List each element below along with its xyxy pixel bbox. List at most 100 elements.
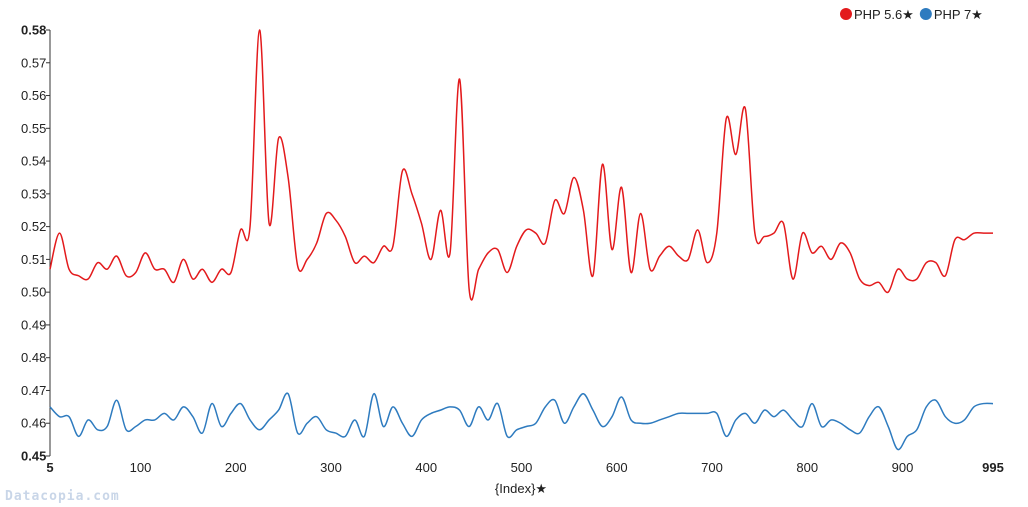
data-point [773, 415, 775, 417]
data-point [697, 412, 699, 414]
data-point [725, 117, 727, 119]
data-point [125, 429, 127, 431]
y-tick-label: 0.47 [21, 383, 46, 398]
data-point [516, 429, 518, 431]
data-point [792, 278, 794, 280]
data-point [677, 255, 679, 257]
series-1 [49, 392, 994, 451]
legend-item[interactable]: PHP 5.6★ [840, 7, 914, 22]
y-tick-label: 0.58 [21, 23, 46, 38]
data-point [697, 229, 699, 231]
data-point [401, 170, 403, 172]
data-point [287, 176, 289, 178]
x-axis-ticks: 5 100 200 300 400 500 600 700 800 900 995 [46, 460, 1003, 475]
data-point [868, 415, 870, 417]
data-point [382, 245, 384, 247]
data-point [830, 419, 832, 421]
data-point [811, 402, 813, 404]
data-point [306, 258, 308, 260]
data-point [430, 412, 432, 414]
data-point [277, 409, 279, 411]
data-point [887, 291, 889, 293]
data-point [735, 153, 737, 155]
data-point [801, 425, 803, 427]
data-point [982, 232, 984, 234]
data-point [973, 232, 975, 234]
data-point [306, 422, 308, 424]
data-point [830, 258, 832, 260]
data-point [87, 278, 89, 280]
y-tick-label: 0.52 [21, 219, 46, 234]
x-tick-label: 800 [796, 460, 818, 475]
data-point [144, 419, 146, 421]
data-point [258, 429, 260, 431]
data-point [839, 422, 841, 424]
data-point [811, 252, 813, 254]
data-point [296, 265, 298, 267]
data-point [916, 278, 918, 280]
legend-marker [840, 8, 852, 20]
data-point [982, 402, 984, 404]
data-point [601, 163, 603, 165]
data-point [182, 406, 184, 408]
data-point [468, 425, 470, 427]
data-point [782, 222, 784, 224]
data-point [220, 425, 222, 427]
data-point [706, 412, 708, 414]
data-point [687, 258, 689, 260]
data-point [944, 415, 946, 417]
data-point [906, 278, 908, 280]
data-point [868, 284, 870, 286]
data-point [744, 412, 746, 414]
data-point [458, 78, 460, 80]
data-point [296, 432, 298, 434]
data-point [963, 239, 965, 241]
y-tick-label: 0.54 [21, 154, 46, 169]
data-point [106, 425, 108, 427]
data-point [258, 29, 260, 31]
data-point [239, 402, 241, 404]
data-point [373, 393, 375, 395]
data-point [316, 415, 318, 417]
data-point [354, 261, 356, 263]
data-point [954, 239, 956, 241]
data-point [849, 429, 851, 431]
data-point [544, 406, 546, 408]
data-point [658, 419, 660, 421]
data-point [668, 415, 670, 417]
data-point [373, 261, 375, 263]
data-point [792, 419, 794, 421]
data-point [106, 268, 108, 270]
data-point [230, 412, 232, 414]
data-point [411, 435, 413, 437]
data-point [125, 275, 127, 277]
x-tick-label: 600 [606, 460, 628, 475]
data-point [506, 271, 508, 273]
data-point [897, 268, 899, 270]
legend-item[interactable]: PHP 7★ [919, 7, 983, 22]
y-tick-label: 0.45 [21, 449, 46, 464]
data-point [630, 271, 632, 273]
data-point [135, 271, 137, 273]
data-point [544, 242, 546, 244]
data-point [687, 412, 689, 414]
legend[interactable]: PHP 5.6★ PHP 7★ [840, 7, 983, 22]
data-point [925, 261, 927, 263]
data-point [363, 435, 365, 437]
data-point [363, 255, 365, 257]
data-point [706, 261, 708, 263]
data-point [554, 199, 556, 201]
x-tick-label: 200 [225, 460, 247, 475]
data-point [944, 275, 946, 277]
data-point [487, 252, 489, 254]
data-point [430, 258, 432, 260]
data-point [906, 435, 908, 437]
data-point [763, 235, 765, 237]
data-point [620, 396, 622, 398]
data-point [316, 242, 318, 244]
data-point [230, 271, 232, 273]
data-point [487, 419, 489, 421]
data-point [182, 258, 184, 260]
data-point [173, 281, 175, 283]
data-point [115, 399, 117, 401]
